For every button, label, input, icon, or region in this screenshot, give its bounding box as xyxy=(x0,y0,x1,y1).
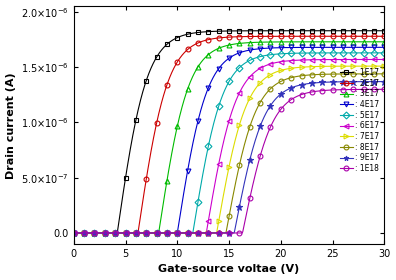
Y-axis label: Drain current (A): Drain current (A) xyxy=(6,72,15,179)
Legend: : 1E17, : 2E17, : 3E17, : 4E17, : 5E17, : 6E17, : 7E17, : 8E17, : 9E17, : 1E18: : 1E17, : 2E17, : 3E17, : 4E17, : 5E17, … xyxy=(338,66,381,174)
X-axis label: Gate-source voltae (V): Gate-source voltae (V) xyxy=(158,264,300,274)
